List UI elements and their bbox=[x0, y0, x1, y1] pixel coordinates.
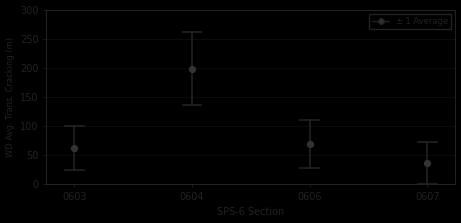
Point bbox=[189, 67, 196, 71]
Point bbox=[71, 146, 78, 150]
Point bbox=[424, 161, 431, 165]
X-axis label: SPS-6 Section: SPS-6 Section bbox=[217, 207, 284, 217]
Y-axis label: WD Avg. Trans. Cracking (m): WD Avg. Trans. Cracking (m) bbox=[6, 37, 15, 157]
Legend: ± 1 Average: ± 1 Average bbox=[369, 14, 451, 29]
Point bbox=[306, 142, 313, 146]
